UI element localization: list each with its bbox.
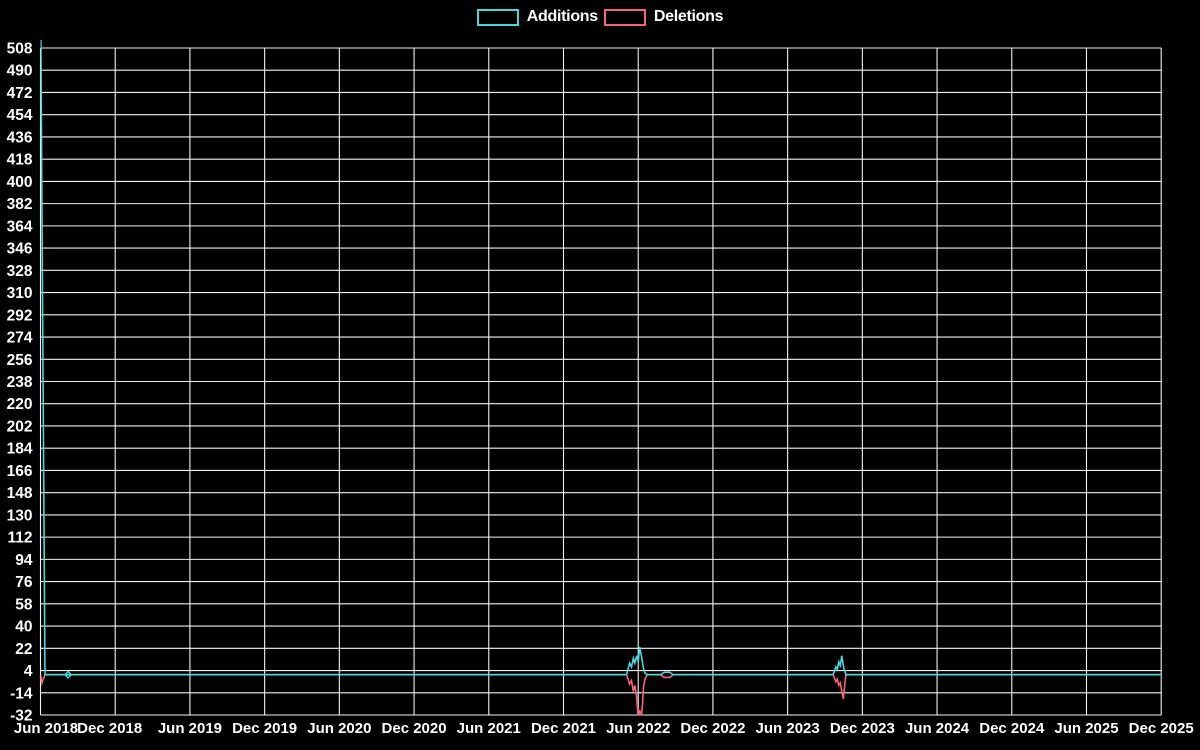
svg-text:184: 184 [7,441,33,458]
svg-text:418: 418 [7,152,33,169]
svg-text:238: 238 [7,374,33,391]
svg-text:Jun 2025: Jun 2025 [1054,720,1118,737]
svg-text:Dec 2021: Dec 2021 [531,720,596,737]
svg-text:490: 490 [7,63,33,80]
svg-text:Dec 2025: Dec 2025 [1129,720,1194,737]
svg-text:Dec 2019: Dec 2019 [232,720,297,737]
svg-text:202: 202 [7,418,33,435]
svg-text:Dec 2024: Dec 2024 [979,720,1045,737]
svg-text:148: 148 [7,485,33,502]
svg-text:Dec 2020: Dec 2020 [382,720,447,737]
svg-text:Jun 2024: Jun 2024 [905,720,970,737]
svg-text:292: 292 [7,307,33,324]
svg-text:256: 256 [7,352,33,369]
svg-text:328: 328 [7,263,33,280]
svg-text:346: 346 [7,241,33,258]
svg-text:40: 40 [15,619,32,636]
svg-text:436: 436 [7,129,33,146]
svg-text:Dec 2018: Dec 2018 [77,720,142,737]
svg-text:Jun 2020: Jun 2020 [307,720,371,737]
svg-text:Jun 2022: Jun 2022 [606,720,670,737]
svg-text:364: 364 [7,218,33,235]
svg-text:Jun 2021: Jun 2021 [457,720,521,737]
svg-text:166: 166 [7,463,33,480]
svg-text:Jun 2019: Jun 2019 [158,720,222,737]
svg-text:454: 454 [7,107,33,124]
svg-text:76: 76 [15,574,33,591]
svg-text:Dec 2022: Dec 2022 [680,720,745,737]
svg-text:112: 112 [7,530,32,547]
svg-text:Dec 2023: Dec 2023 [830,720,895,737]
svg-text:274: 274 [7,330,33,347]
svg-text:382: 382 [7,196,33,213]
svg-text:130: 130 [7,507,33,524]
svg-text:94: 94 [15,552,33,569]
svg-text:400: 400 [7,174,33,191]
svg-text:4: 4 [24,663,33,680]
svg-text:472: 472 [7,85,33,102]
svg-text:-14: -14 [10,685,33,702]
svg-text:58: 58 [15,596,33,613]
svg-text:Jun 2018: Jun 2018 [14,720,78,737]
svg-text:220: 220 [7,396,33,413]
svg-text:508: 508 [7,41,33,58]
svg-text:22: 22 [15,641,32,658]
svg-text:310: 310 [7,285,33,302]
svg-text:Jun 2023: Jun 2023 [756,720,820,737]
